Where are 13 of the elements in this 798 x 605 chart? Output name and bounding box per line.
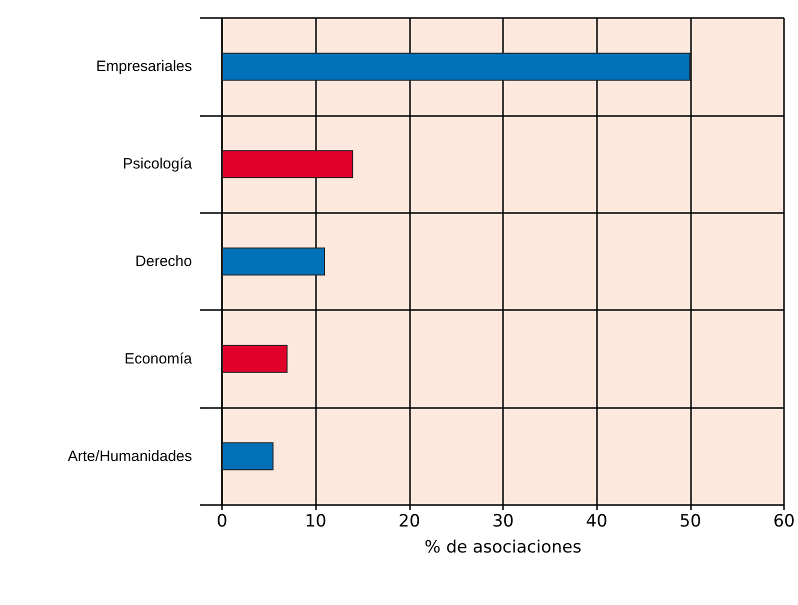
x-tick-label: 60 bbox=[773, 512, 795, 532]
y-tick-label: Economía bbox=[124, 350, 193, 368]
x-tick-label: 10 bbox=[304, 512, 326, 532]
y-tick-label: Psicología bbox=[122, 156, 193, 173]
y-tick-label: Derecho bbox=[135, 253, 192, 270]
x-axis-title: % de asociaciones bbox=[424, 538, 582, 558]
x-tick-label: 30 bbox=[492, 512, 514, 532]
x-tick-label: 50 bbox=[680, 512, 702, 532]
y-tick-label: Arte/Humanidades bbox=[68, 448, 192, 465]
x-tick-label: 20 bbox=[398, 512, 420, 532]
y-tick-label: Empresariales bbox=[96, 58, 192, 76]
x-tick-label: 40 bbox=[586, 512, 608, 532]
x-tick-label: 0 bbox=[216, 512, 228, 532]
